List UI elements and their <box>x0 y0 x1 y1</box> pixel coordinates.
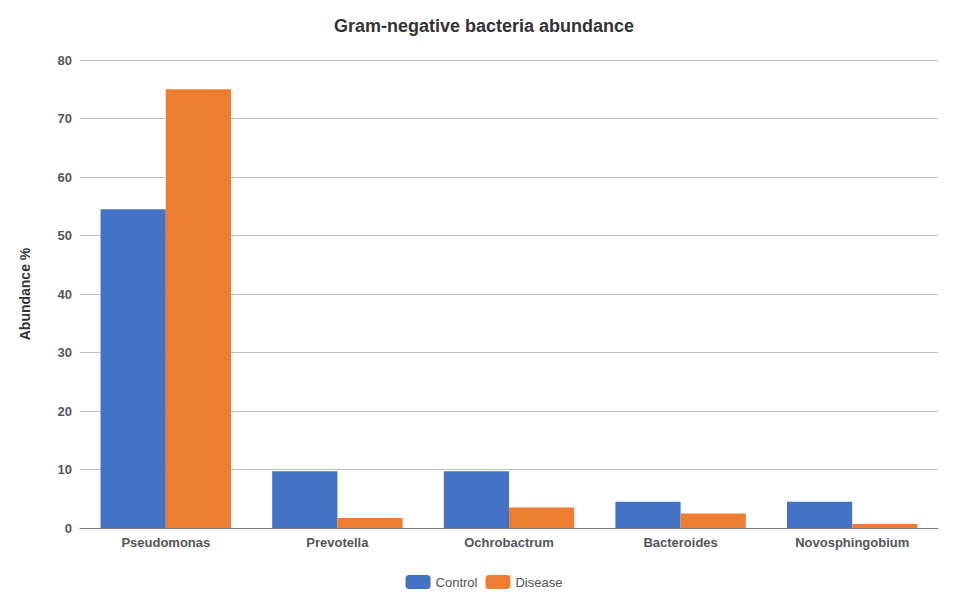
svg-text:Gram-negative bacteria abundan: Gram-negative bacteria abundance <box>334 16 634 36</box>
svg-text:40: 40 <box>58 287 72 302</box>
svg-text:Control: Control <box>436 575 478 590</box>
svg-text:Novosphingobium: Novosphingobium <box>795 535 909 550</box>
svg-text:20: 20 <box>58 404 72 419</box>
svg-text:Pseudomonas: Pseudomonas <box>121 535 210 550</box>
svg-text:Bacteroides: Bacteroides <box>643 535 717 550</box>
svg-text:80: 80 <box>58 53 72 68</box>
svg-text:Prevotella: Prevotella <box>306 535 369 550</box>
svg-text:60: 60 <box>58 170 72 185</box>
svg-text:10: 10 <box>58 462 72 477</box>
svg-text:Ochrobactrum: Ochrobactrum <box>464 535 554 550</box>
svg-text:Disease: Disease <box>515 575 562 590</box>
svg-text:30: 30 <box>58 345 72 360</box>
svg-text:Abundance %: Abundance % <box>17 247 33 340</box>
svg-text:0: 0 <box>65 521 72 536</box>
svg-text:50: 50 <box>58 228 72 243</box>
svg-text:70: 70 <box>58 111 72 126</box>
